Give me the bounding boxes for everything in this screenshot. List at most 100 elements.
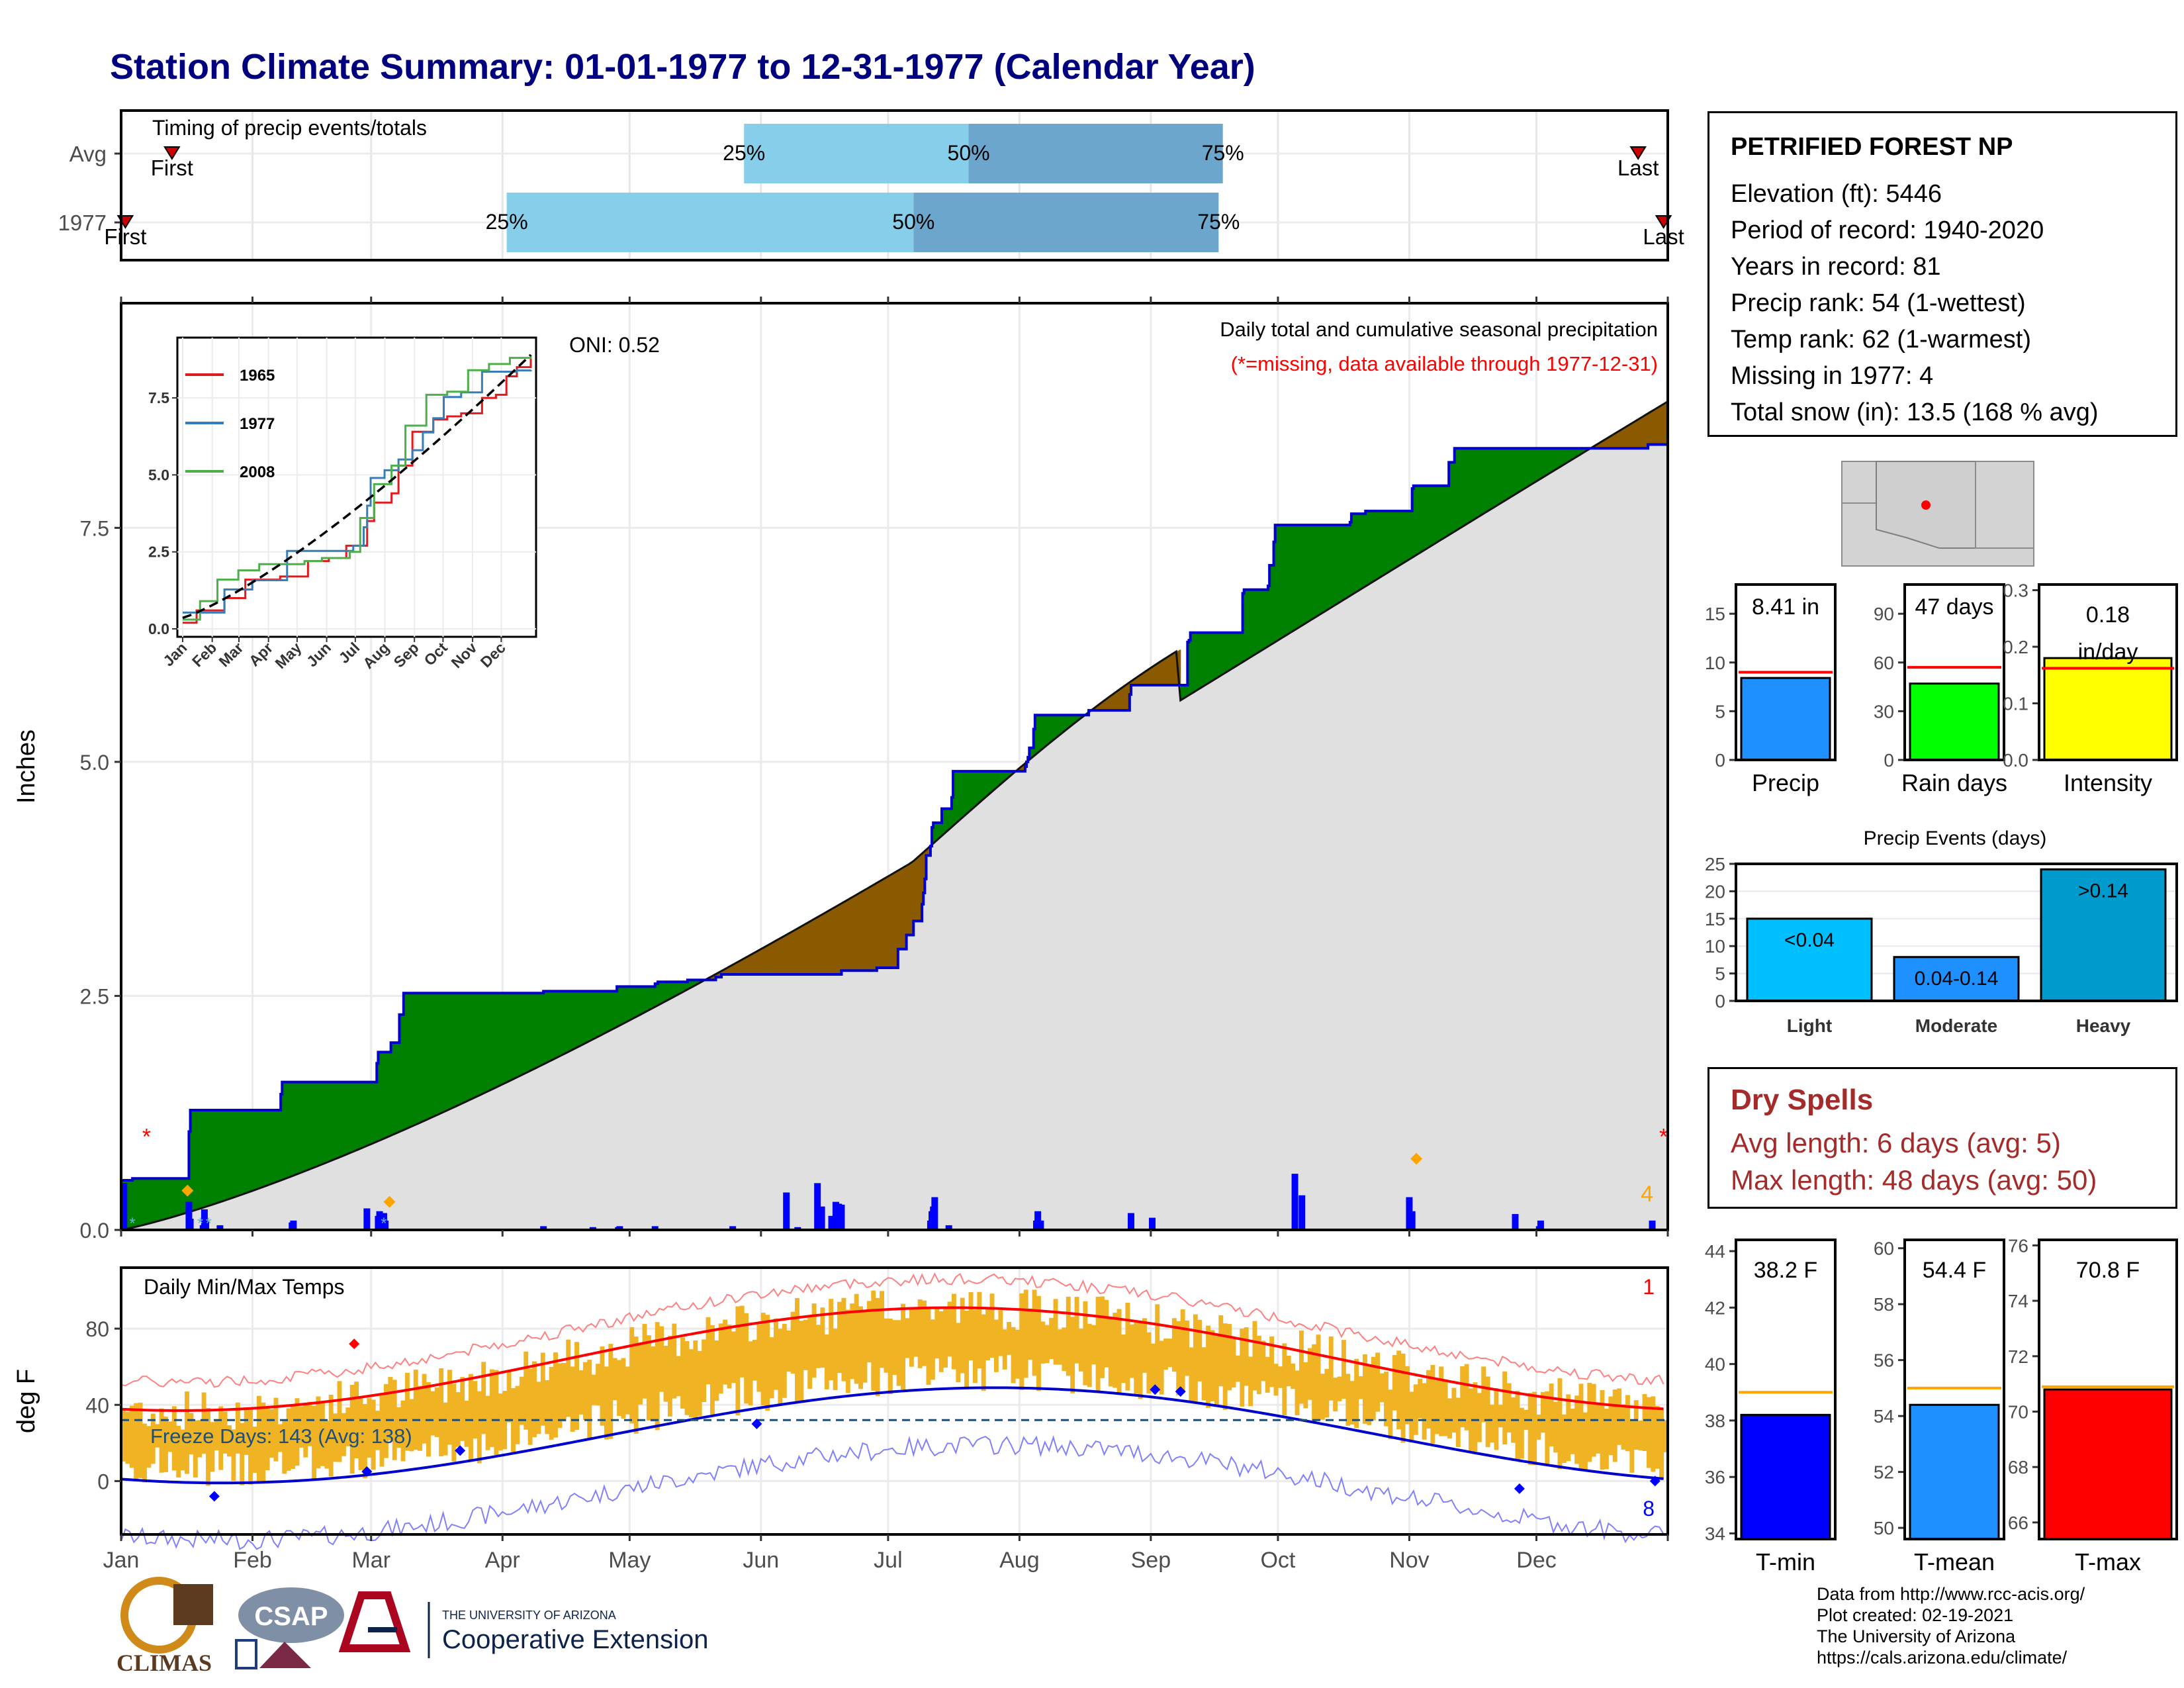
summary-ytick-label: 66 (2008, 1513, 2028, 1533)
cum-diff-fill (416, 993, 418, 1125)
cum-diff-fill (1413, 485, 1416, 557)
daily-temp-bar (1477, 1393, 1482, 1442)
cum-diff-fill (582, 991, 585, 1045)
daily-temp-bar (1269, 1336, 1275, 1387)
cum-diff-fill (1527, 448, 1530, 487)
cum-diff-fill (878, 882, 880, 968)
cum-diff-fill (149, 1178, 152, 1224)
cum-diff-fill (1049, 715, 1051, 744)
cum-diff-fill (1664, 403, 1667, 445)
cum-diff-fill (1486, 448, 1489, 512)
cum-diff-fill (1323, 525, 1325, 613)
cum-diff-fill (759, 949, 762, 974)
daily-temp-bar (922, 1300, 927, 1366)
cum-diff-fill (885, 878, 887, 968)
cum-diff-fill (475, 993, 478, 1098)
cum-diff-fill (152, 1178, 154, 1223)
cum-diff-fill (745, 957, 748, 974)
summary-bar (2043, 1388, 2173, 1540)
climas-logo-text: CLIMAS (116, 1650, 212, 1676)
cum-diff-fill (310, 1082, 312, 1169)
daily-temp-bar (574, 1342, 579, 1430)
cum-diff-fill (1611, 436, 1614, 449)
daily-temp-bar (291, 1404, 296, 1469)
daily-precip-bar (945, 1225, 952, 1230)
cum-diff-fill (1635, 421, 1637, 449)
cum-diff-fill (1212, 632, 1215, 680)
cum-diff-fill (180, 1178, 183, 1215)
events-ytick-label: 20 (1705, 881, 1725, 902)
cum-diff-fill (886, 877, 889, 968)
daily-temp-bar (596, 1364, 601, 1406)
cum-diff-fill (1062, 715, 1064, 733)
cum-diff-fill (494, 993, 496, 1089)
cum-diff-fill (679, 982, 681, 994)
cum-diff-fill (330, 1082, 332, 1162)
cum-diff-fill (276, 1109, 279, 1182)
cum-diff-fill (1387, 510, 1389, 574)
precip-events-chart: Precip Events (days)0510152025<0.04Light… (1705, 827, 2178, 1036)
daily-temp-bar (1337, 1376, 1342, 1401)
cum-diff-fill (338, 1082, 341, 1158)
cum-diff-fill (1505, 448, 1508, 500)
summary-value-label: 47 days (1915, 594, 1993, 620)
daily-temp-bar (612, 1358, 617, 1401)
daily-temp-bar (680, 1337, 686, 1409)
cum-diff-fill (799, 927, 801, 974)
daily-temp-bar (943, 1308, 948, 1368)
cum-diff-fill (987, 771, 989, 796)
cum-diff-fill (460, 993, 462, 1105)
temps-ylabel: deg F (13, 1369, 40, 1433)
cum-diff-fill (938, 822, 941, 839)
events-title: Precip Events (days) (1864, 827, 2047, 849)
cum-diff-fill (480, 993, 482, 1096)
cum-diff-fill (181, 1178, 184, 1215)
cum-diff-fill (334, 1082, 337, 1160)
cum-diff-fill (776, 940, 779, 974)
cum-diff-fill (422, 993, 424, 1122)
cum-diff-fill (637, 986, 639, 1017)
cum-diff-fill (1268, 586, 1270, 647)
daily-temp-bar (295, 1398, 300, 1466)
cum-diff-fill (578, 991, 581, 1047)
daily-precip-bar (1149, 1217, 1156, 1230)
cum-diff-fill (169, 1178, 171, 1218)
cum-diff-fill (495, 993, 498, 1088)
cum-diff-fill (1030, 747, 1033, 759)
daily-temp-bar (981, 1314, 986, 1391)
daily-temp-bar (1363, 1354, 1367, 1424)
cum-diff-fill (485, 993, 488, 1093)
cum-diff-fill (978, 771, 981, 804)
summary-ytick-label: 0.2 (2003, 637, 2028, 657)
month-label: Mar (351, 1548, 390, 1573)
daily-temp-bar (1197, 1319, 1203, 1382)
cum-diff-fill (1240, 632, 1242, 664)
cum-diff-fill (1038, 715, 1040, 753)
daily-temp-bar (676, 1356, 681, 1397)
cum-diff-fill (1569, 448, 1571, 462)
summary-frame (1903, 1239, 2005, 1540)
month-label: Oct (1260, 1548, 1295, 1573)
daily-temp-bar (227, 1425, 232, 1457)
cum-diff-fill (733, 964, 735, 974)
cum-diff-fill (692, 980, 694, 988)
cum-diff-fill (289, 1082, 291, 1178)
cum-diff-fill (1348, 525, 1351, 597)
cum-diff-fill (800, 927, 803, 974)
cum-diff-fill (381, 1052, 383, 1140)
cum-diff-fill (1295, 525, 1297, 630)
cum-diff-fill (1207, 632, 1209, 684)
cum-diff-fill (367, 1082, 369, 1147)
daily-temp-bar (587, 1360, 592, 1440)
cum-diff-fill (1150, 667, 1153, 685)
daily-temp-bar (1273, 1364, 1279, 1396)
cum-diff-fill (792, 931, 794, 974)
daily-temp-bar (1159, 1340, 1164, 1395)
cum-diff-fill (670, 982, 672, 999)
trace-marker: * (129, 1215, 135, 1233)
cum-diff-fill (464, 993, 467, 1103)
cum-diff-fill (809, 921, 811, 974)
cum-diff-fill (1073, 715, 1075, 725)
cum-diff-fill (1359, 514, 1362, 590)
cum-diff-fill (1440, 485, 1443, 541)
